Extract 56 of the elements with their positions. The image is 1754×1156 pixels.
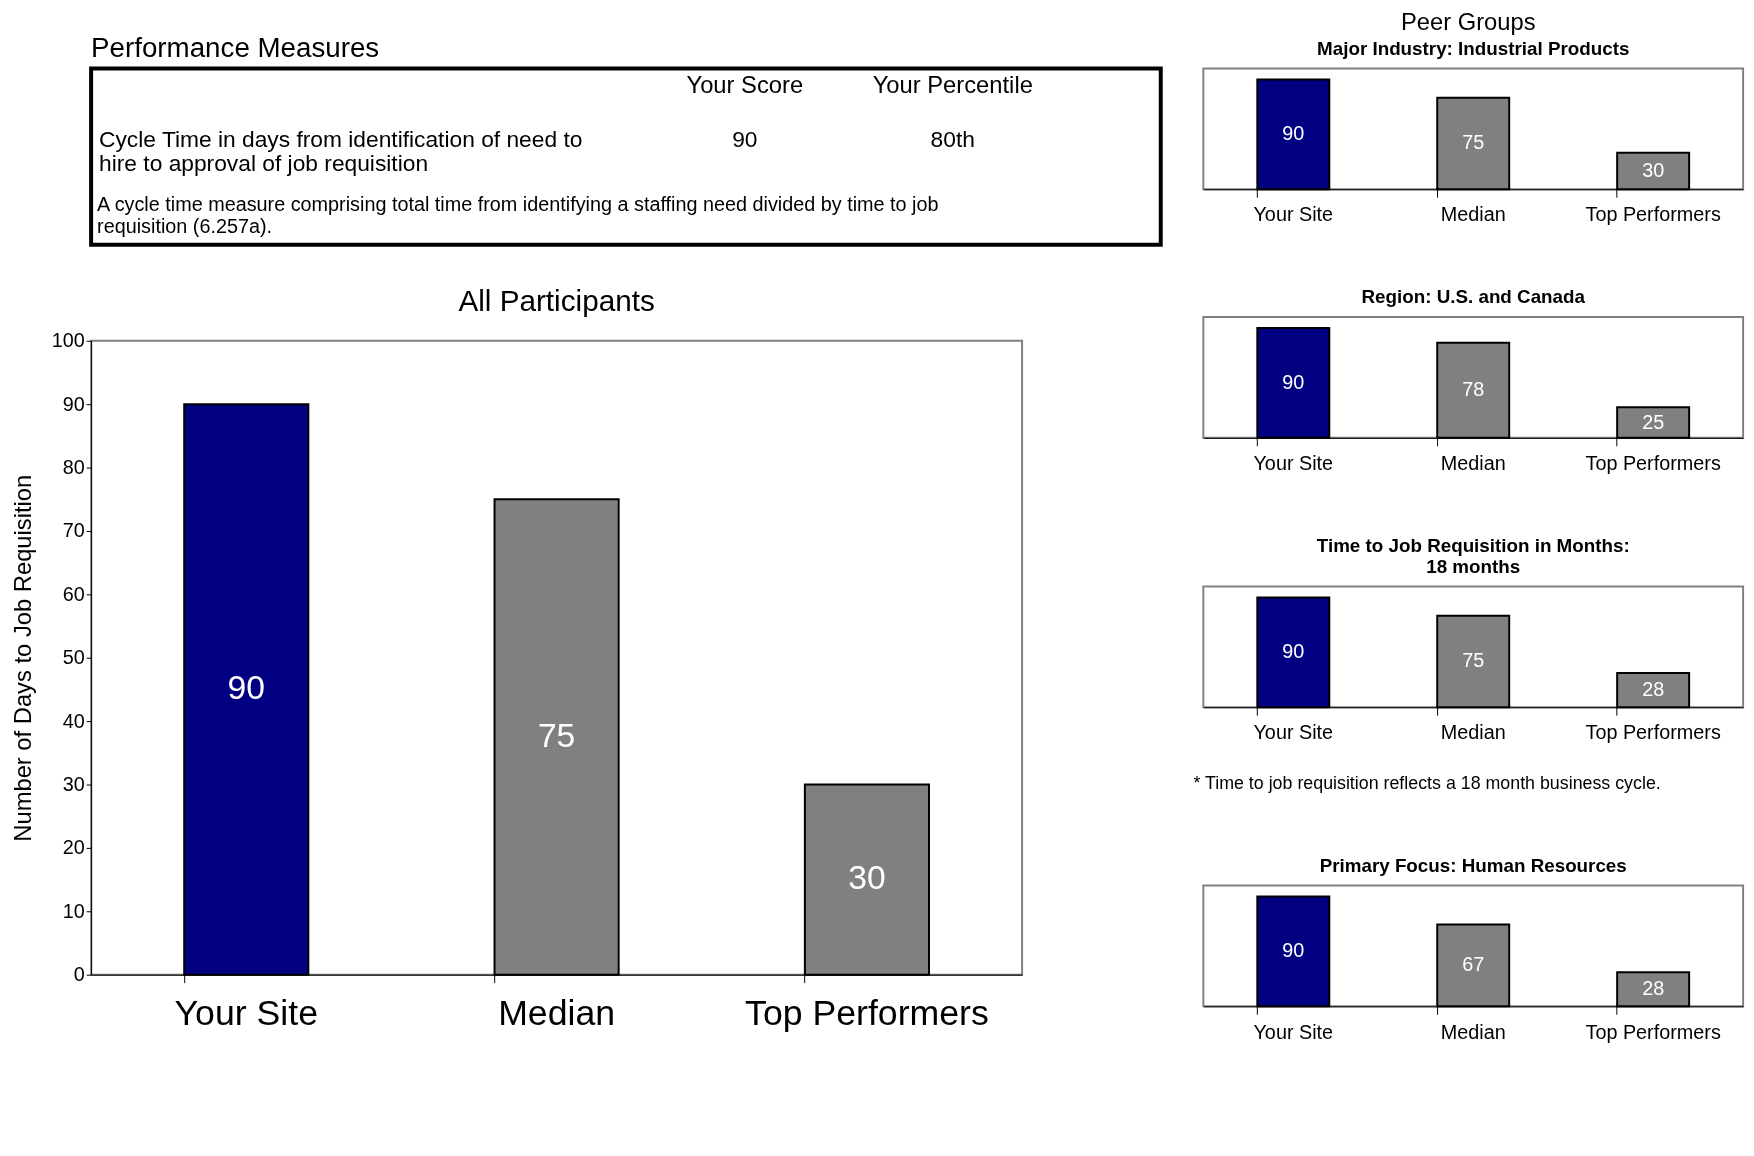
chart-title: Major Industry: Industrial Products [1317, 37, 1630, 59]
x-tick-label: Your Site [174, 992, 318, 1033]
text: Your Percentile [872, 71, 1033, 99]
y-tick-label: 100 [51, 329, 85, 352]
text: Performance Measures [91, 31, 380, 63]
data-label: 90 [1282, 370, 1305, 393]
x-tick-label: Your Site [1253, 203, 1334, 226]
y-tick-label: 10 [62, 899, 85, 922]
data-label: 30 [848, 859, 886, 897]
data-label: 28 [1642, 977, 1665, 1000]
data-label: 75 [537, 716, 576, 754]
x-tick-label: Median [1440, 1020, 1506, 1043]
x-tick-label: Top Performers [1585, 721, 1721, 744]
y-tick-label: 20 [62, 836, 85, 859]
text: Cycle Time in days from identification of need to hire to approval of job requisition [99, 125, 583, 177]
text: 90 [732, 125, 758, 152]
x-tick-label: Your Site [1253, 452, 1334, 475]
y-axis-title: Number of Days to Job Requisition [8, 474, 36, 842]
x-tick-label: Top Performers [1585, 452, 1721, 475]
data-label: 30 [1642, 158, 1665, 181]
y-tick-label: 30 [62, 772, 85, 795]
data-label: 90 [1282, 122, 1305, 145]
y-tick-label: 80 [62, 456, 85, 479]
data-label: 90 [1282, 939, 1305, 962]
data-label: 25 [1642, 410, 1665, 433]
data-label: 75 [1462, 131, 1485, 154]
x-tick-label: Median [1440, 721, 1506, 744]
data-label: 90 [227, 669, 265, 707]
chart-title: Region: U.S. and Canada [1361, 286, 1586, 308]
x-tick-label: Median [1440, 452, 1506, 475]
y-tick-label: 70 [62, 519, 85, 542]
text: 80th [930, 125, 975, 152]
chart-title: All Participants [458, 284, 655, 318]
text: Peer Groups [1400, 7, 1536, 35]
chart-title: Primary Focus: Human Resources [1319, 854, 1627, 876]
x-tick-label: Your Site [1253, 1020, 1334, 1043]
data-label: 78 [1462, 378, 1485, 401]
y-tick-label: 60 [62, 582, 85, 605]
x-tick-label: Your Site [1253, 721, 1334, 744]
text: A cycle time measure comprising total time from identifying a staffing need divided by time to job requisition (6.257a). [97, 193, 939, 237]
x-tick-label: Top Performers [745, 992, 989, 1033]
x-tick-label: Top Performers [1585, 1020, 1721, 1043]
data-label: 90 [1282, 640, 1305, 663]
data-label: 75 [1462, 649, 1485, 672]
y-tick-label: 40 [62, 709, 85, 732]
x-tick-label: Top Performers [1585, 203, 1721, 226]
chart-title: Time to Job Requisition in Months: 18 months [1316, 534, 1630, 577]
x-tick-label: Median [498, 992, 616, 1033]
data-label: 28 [1642, 678, 1665, 701]
data-label: 67 [1462, 953, 1485, 976]
y-tick-label: 0 [73, 963, 85, 986]
text: * Time to job requisition reflects a 18 month business cycle. [1193, 773, 1661, 794]
y-tick-label: 90 [62, 392, 85, 415]
x-tick-label: Median [1440, 203, 1506, 226]
y-tick-label: 50 [62, 646, 85, 669]
text: Your Score [686, 71, 804, 99]
